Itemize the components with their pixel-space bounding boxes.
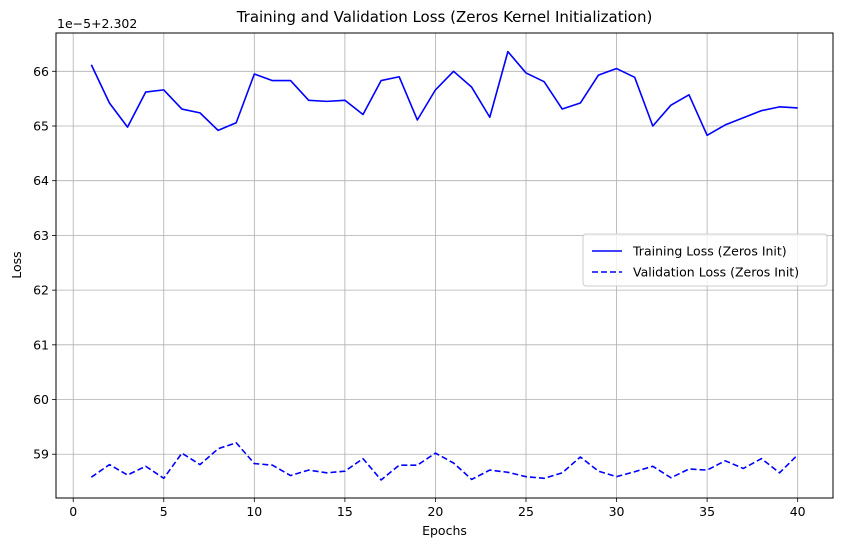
legend-box (582, 233, 828, 287)
y-tick-label: 64 (33, 173, 49, 188)
y-tick-label: 65 (33, 119, 49, 134)
y-tick-label: 61 (33, 337, 49, 352)
x-tick-label: 20 (427, 504, 443, 519)
y-offset-text: 1e−5+2.302 (57, 16, 137, 31)
series-line-validation (90, 441, 799, 481)
series-layer (90, 50, 799, 481)
x-tick-label: 30 (609, 504, 625, 519)
series-line-training (90, 50, 798, 137)
x-tick-label: 0 (69, 504, 77, 519)
y-tick-label: 62 (33, 283, 49, 298)
legend: Training Loss (Zeros Init) Validation Lo… (582, 233, 828, 287)
chart-title: Training and Validation Loss (Zeros Kern… (236, 8, 653, 26)
y-tick-label: 59 (33, 447, 49, 462)
x-tick-label: 35 (699, 504, 715, 519)
ticks: 0 5 10 15 20 25 30 35 40 59 60 61 62 63 64 65 66 (33, 64, 806, 519)
x-tick-label: 40 (790, 504, 806, 519)
y-tick-label: 63 (33, 228, 49, 243)
legend-label-training: Training Loss (Zeros Init) (632, 244, 787, 259)
x-tick-label: 5 (160, 504, 168, 519)
y-tick-label: 60 (33, 392, 49, 407)
y-tick-label: 66 (33, 64, 49, 79)
legend-label-validation: Validation Loss (Zeros Init) (633, 265, 799, 280)
plot-frame (55, 32, 834, 499)
x-tick-label: 10 (246, 504, 262, 519)
x-tick-label: 25 (518, 504, 534, 519)
y-axis-label: Loss (9, 251, 24, 278)
x-tick-label: 15 (337, 504, 353, 519)
x-axis-label: Epochs (422, 523, 467, 538)
